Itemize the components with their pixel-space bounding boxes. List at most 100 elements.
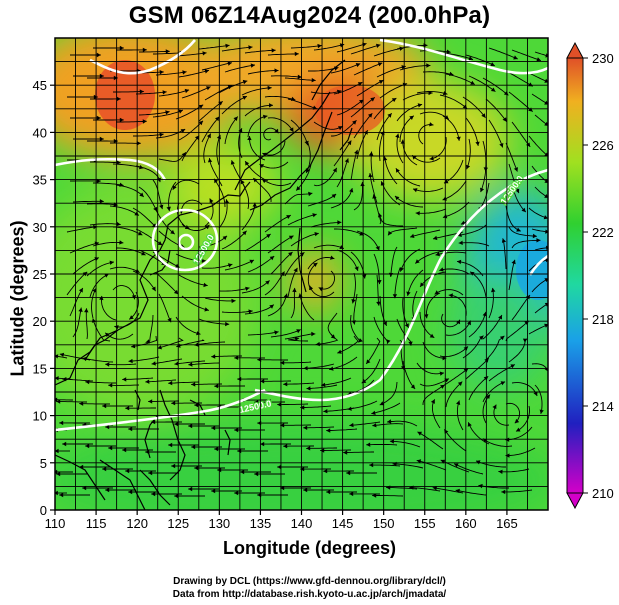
streamline-arrow [206,133,211,139]
streamline-arrow [429,122,434,127]
streamline [116,120,147,123]
grid-lines [54,37,549,511]
streamline [174,360,206,365]
streamline [198,44,230,50]
streamline [485,335,505,361]
streamline-arrow [415,259,420,264]
streamline-arrow [174,361,179,366]
streamline-arrow [260,441,265,447]
streamline-arrow [434,290,440,295]
streamline [505,402,521,424]
streamline [457,224,487,237]
streamline [414,250,444,264]
streamline-arrow [230,160,235,165]
streamline [455,489,487,496]
streamline-arrow [352,120,357,125]
streamline [511,239,541,249]
streamline-arrow [99,73,104,79]
streamline-arrow [349,422,354,428]
streamline [336,43,367,53]
streamline [468,375,489,401]
streamline-arrow [300,466,305,472]
streamline [128,291,139,320]
streamline-arrow [119,117,124,123]
streamline [396,103,423,122]
streamline-arrow [151,361,156,366]
streamline-arrow [166,206,171,211]
streamline-arrow [59,492,64,498]
streamline-arrow [343,450,348,455]
streamline [315,333,339,345]
streamline-arrow [467,320,471,326]
streamline [128,356,160,362]
streamline-arrow [125,468,130,474]
streamline-arrow [309,285,314,291]
streamline [465,54,496,67]
streamline-arrow [148,470,153,476]
streamline [349,421,381,426]
streamline [241,280,270,294]
streamline-arrow [277,464,282,470]
streamline-arrow [311,331,316,337]
streamline [247,255,275,273]
streamline-arrow [82,356,87,362]
height-contours [55,38,548,432]
streamline-arrow [448,293,453,298]
streamline-arrow [337,220,342,225]
streamline-arrow [271,48,276,53]
streamline [376,65,406,78]
streamline [224,116,239,145]
streamline-arrow [297,74,302,79]
streamline [155,272,179,295]
streamline [320,449,351,451]
streamline [531,228,548,233]
streamline [201,62,232,71]
streamline [534,303,548,314]
y-tick-label: 25 [33,267,47,282]
streamline [158,89,190,97]
streamline-arrow [372,194,377,199]
streamline-arrow [380,181,385,186]
streamline-arrow [417,103,423,108]
streamline-arrow [145,339,150,344]
streamline [145,379,177,383]
streamline-arrow [521,207,526,213]
streamline-arrow [242,79,248,85]
streamline-arrow [234,355,239,360]
streamline [267,53,299,56]
streamline-arrow [203,282,208,288]
streamline-arrow [532,233,537,239]
streamline-arrow [116,221,121,227]
streamline-arrow [215,116,220,122]
colorbar-tick-label: 218 [592,312,614,327]
streamline-arrow [417,431,422,436]
streamline [244,104,273,117]
streamline-arrow [245,286,250,291]
streamline-arrow [136,141,141,146]
streamline [531,278,548,293]
streamline [534,51,548,57]
streamline [201,116,220,143]
streamline-arrow [439,267,444,272]
streamline [528,72,548,82]
streamline-arrow [274,330,279,335]
streamline-arrow [296,329,301,334]
streamline [462,335,484,359]
streamline [270,329,301,338]
streamline-arrow [206,86,211,91]
streamline [458,242,490,247]
streamline-arrow [501,489,506,495]
streamline [313,167,338,187]
streamline [369,173,378,204]
streamline-arrow [225,43,230,48]
streamline [353,182,363,211]
streamline-arrow [533,391,538,396]
streamline-arrow [332,167,337,173]
streamline-arrow [62,441,67,447]
streamline [133,133,164,137]
x-tick-label: 165 [496,516,518,531]
streamline [263,127,279,141]
y-tick-label: 0 [40,503,47,518]
streamline-arrow [410,384,416,389]
streamline [488,364,516,382]
